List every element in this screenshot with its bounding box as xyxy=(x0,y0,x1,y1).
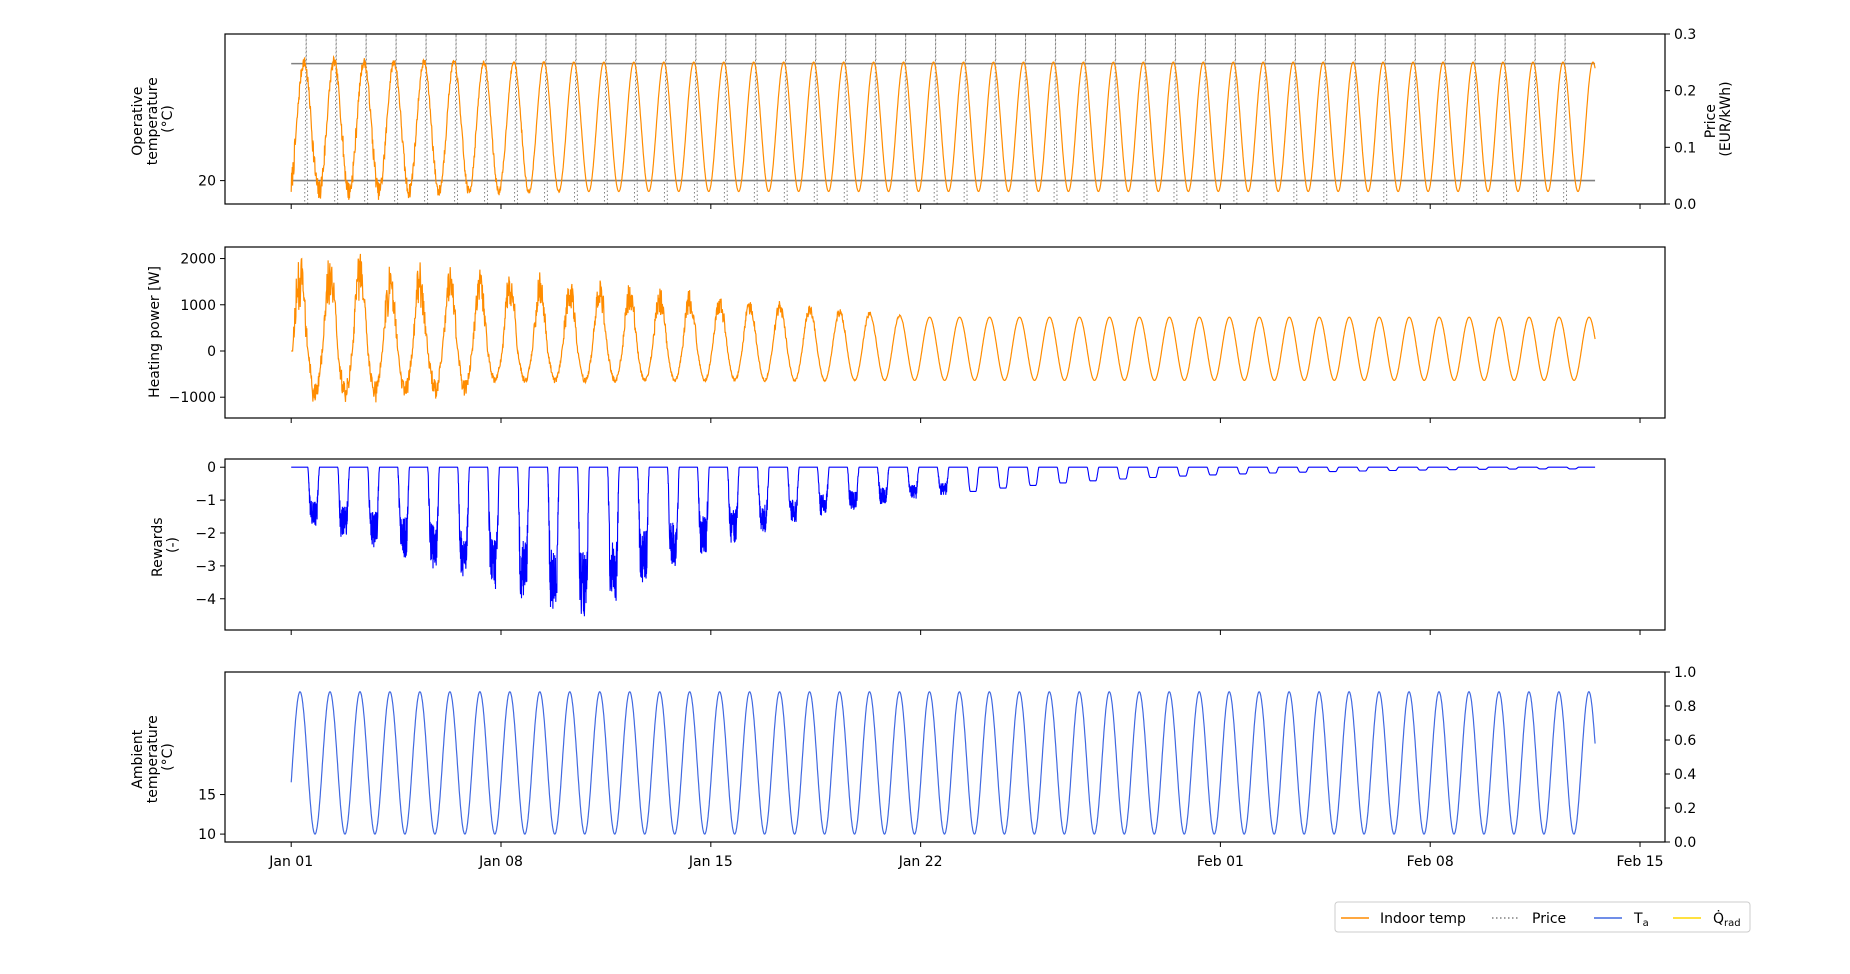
xtick-label-3: Jan 22 xyxy=(898,854,943,870)
legend-label-qrad: Q̇rad xyxy=(1713,910,1741,929)
ambient-y2tick-label-2: 0.4 xyxy=(1674,767,1696,783)
ambient-y2tick-label-1: 0.2 xyxy=(1674,801,1696,817)
price-ylabel-line-1: Price xyxy=(1703,104,1719,138)
rewards-traces xyxy=(291,466,1596,617)
axes-temp: 20 0.0 0.1 0.2 0.3 xyxy=(198,27,1696,213)
axes-rewards: −4 −3 −2 −1 0 xyxy=(195,460,225,608)
temp-traces xyxy=(290,33,1596,205)
series-heating-power xyxy=(291,253,1596,403)
rewards-ylabel-line-2: (-) xyxy=(165,537,181,553)
power-ytick-label-1: 0 xyxy=(207,344,216,360)
price-ytick-label-3: 0.3 xyxy=(1674,27,1696,43)
legend-label-ta-sub: a xyxy=(1643,918,1649,929)
ambient-ytick-label-1: 15 xyxy=(198,788,216,804)
temp-ylabel-line-1: Operative xyxy=(130,87,146,156)
price-ytick-label-0: 0.0 xyxy=(1674,197,1696,213)
ambient-ylabel-line-3: (°C) xyxy=(160,743,176,771)
rewards-ytick-label-1: −3 xyxy=(195,559,216,575)
plot-frame-rewards xyxy=(224,458,1666,631)
ambient-ylabel-line-2: temperature xyxy=(145,715,161,803)
legend: Indoor temp Price Ta Q̇rad xyxy=(1334,901,1751,933)
ambient-ylabel: Ambient temperature (°C) xyxy=(130,711,176,803)
power-ytick-label-3: 2000 xyxy=(180,252,216,268)
ambient-ylabel-line-1: Ambient xyxy=(130,729,146,788)
panel-operative-temperature: 20 0.0 0.1 0.2 0.3 Operative temperature (°C… xyxy=(130,27,1734,213)
panel-rewards: −4 −3 −2 −1 0 Rewards (-) xyxy=(150,458,1666,631)
ambient-y2tick-label-0: 0.0 xyxy=(1674,835,1696,851)
legend-frame xyxy=(1334,901,1751,933)
rewards-ylabel-line-1: Rewards xyxy=(150,518,166,577)
rewards-ytick-label-0: −4 xyxy=(195,592,216,608)
xtick-label-0: Jan 01 xyxy=(268,854,313,870)
xtick-label-5: Feb 08 xyxy=(1407,854,1454,870)
rewards-ytick-label-3: −1 xyxy=(195,493,216,509)
price-ytick-label-2: 0.2 xyxy=(1674,84,1696,100)
legend-label-qrad-sub: rad xyxy=(1724,918,1741,929)
rewards-ytick-label-4: 0 xyxy=(207,460,216,476)
legend-label-indoor-temp: Indoor temp xyxy=(1380,911,1466,927)
ambient-y2tick-label-5: 1.0 xyxy=(1674,665,1696,681)
ambient-traces xyxy=(290,691,1596,835)
xtick-label-1: Jan 08 xyxy=(478,854,523,870)
legend-label-ta: Ta xyxy=(1633,911,1649,929)
temp-ytick-label-0: 20 xyxy=(198,174,216,190)
series-indoor-temp xyxy=(290,54,1596,200)
plot-frame-temp xyxy=(224,33,1666,205)
axes-power: −1000 0 1000 2000 xyxy=(169,252,225,406)
price-ylabel-line-2: (EUR/kWh) xyxy=(1718,81,1734,156)
legend-label-qrad-main: Q̇ xyxy=(1713,910,1724,927)
legend-label-ta-main: T xyxy=(1633,911,1643,927)
axes-ambient: 10 15 0.0 0.2 0.4 0.6 0.8 1.0 xyxy=(198,665,1696,851)
ambient-ytick-label-0: 10 xyxy=(198,827,216,843)
legend-label-price: Price xyxy=(1532,911,1566,927)
series-rewards xyxy=(291,466,1596,617)
ambient-y2tick-label-3: 0.6 xyxy=(1674,733,1696,749)
rewards-ylabel: Rewards (-) xyxy=(150,513,181,577)
ambient-y2tick-label-4: 0.8 xyxy=(1674,699,1696,715)
plot-frame-ambient xyxy=(224,671,1666,843)
power-traces xyxy=(291,253,1596,403)
temp-ylabel-line-3: (°C) xyxy=(160,105,176,133)
panel-heating-power: −1000 0 1000 2000 Heating power [W] xyxy=(147,246,1666,419)
price-ytick-label-1: 0.1 xyxy=(1674,140,1696,156)
temp-ylabel: Operative temperature (°C) xyxy=(130,73,176,165)
power-ytick-label-0: −1000 xyxy=(169,390,216,406)
temp-ylabel-line-2: temperature xyxy=(145,77,161,165)
price-ylabel: Price (EUR/kWh) xyxy=(1703,81,1734,156)
x-axis-ticks: Jan 01 Jan 08 Jan 15 Jan 22 Feb 01 Feb 08 Feb … xyxy=(268,204,1664,870)
panel-ambient-temperature: 10 15 0.0 0.2 0.4 0.6 0.8 1.0 Ambient temperatu… xyxy=(130,665,1696,851)
xtick-label-2: Jan 15 xyxy=(688,854,733,870)
power-ylabel: Heating power [W] xyxy=(147,266,163,398)
plot-frame-power xyxy=(224,246,1666,419)
series-price xyxy=(291,33,1568,205)
series-ambient-temp xyxy=(290,691,1596,835)
xtick-label-4: Feb 01 xyxy=(1197,854,1244,870)
xtick-label-6: Feb 15 xyxy=(1616,854,1663,870)
rewards-ytick-label-2: −2 xyxy=(195,526,216,542)
power-ytick-label-2: 1000 xyxy=(180,298,216,314)
